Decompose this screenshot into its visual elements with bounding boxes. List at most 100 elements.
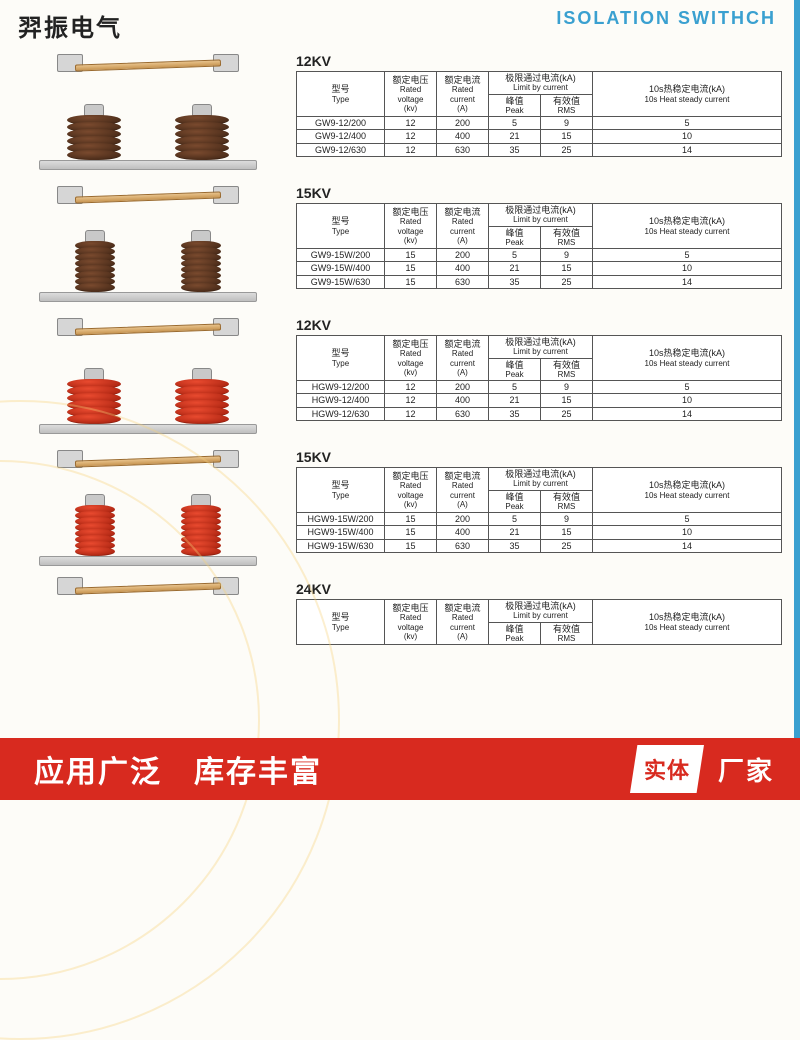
insulator-left: [75, 230, 115, 292]
spec-section: 12KV 型号Type 额定电压Rated voltage(kv) 额定电流Ra…: [18, 49, 782, 179]
table-row: HGW9-15W/630 15 630 35 25 14: [297, 539, 782, 552]
col-limit: 极限通过电流(kA)Limit by current: [489, 72, 593, 95]
cell-peak: 35: [489, 539, 541, 552]
insulator-left: [75, 494, 115, 556]
cell-a: 200: [437, 381, 489, 394]
insulator-disc: [67, 150, 121, 160]
insulator-left: [67, 104, 121, 160]
cell-rms: 15: [541, 262, 593, 275]
col-limit: 极限通过电流(kA)Limit by current: [489, 468, 593, 491]
cell-heat: 14: [593, 407, 782, 420]
table-row: HGW9-12/400 12 400 21 15 10: [297, 394, 782, 407]
voltage-class-title: 12KV: [296, 317, 782, 333]
insulator-right: [175, 368, 229, 424]
col-voltage: 额定电压Rated voltage(kv): [385, 600, 437, 645]
cell-a: 200: [437, 513, 489, 526]
cell-peak: 5: [489, 117, 541, 130]
voltage-class-title: 15KV: [296, 185, 782, 201]
category-title-en: ISOLATION SWITHCH: [556, 8, 782, 29]
cell-model: GW9-12/630: [297, 143, 385, 156]
brand-title-cn: 羿振电气: [18, 8, 122, 43]
bus-bar: [75, 582, 221, 594]
cell-heat: 10: [593, 262, 782, 275]
cell-model: HGW9-12/200: [297, 381, 385, 394]
cell-model: HGW9-12/400: [297, 394, 385, 407]
promo-badge-group: 实体 厂家: [630, 745, 774, 793]
col-rms: 有效值RMS: [541, 226, 593, 249]
col-heat: 10s热稳定电流(kA)10s Heat steady current: [593, 468, 782, 513]
cell-model: GW9-12/200: [297, 117, 385, 130]
cell-peak: 21: [489, 526, 541, 539]
insulator-left: [67, 368, 121, 424]
table-row: HGW9-15W/200 15 200 5 9 5: [297, 513, 782, 526]
col-voltage: 额定电压Rated voltage(kv): [385, 204, 437, 249]
col-model: 型号Type: [297, 600, 385, 645]
cell-peak: 5: [489, 249, 541, 262]
table-row: GW9-12/200 12 200 5 9 5: [297, 117, 782, 130]
col-peak: 峰值Peak: [489, 94, 541, 117]
col-peak: 峰值Peak: [489, 226, 541, 249]
col-limit: 极限通过电流(kA)Limit by current: [489, 600, 593, 623]
col-model: 型号Type: [297, 336, 385, 381]
product-image-col: [18, 445, 278, 575]
product-data-col: 12KV 型号Type 额定电压Rated voltage(kv) 额定电流Ra…: [296, 313, 782, 421]
cell-peak: 35: [489, 407, 541, 420]
cell-model: GW9-12/400: [297, 130, 385, 143]
cell-heat: 5: [593, 249, 782, 262]
table-header-row: 型号Type 额定电压Rated voltage(kv) 额定电流Rated c…: [297, 204, 782, 227]
base-plate: [39, 424, 257, 434]
promo-slogan: 应用广泛 库存丰富: [34, 747, 322, 791]
insulator-disc: [181, 547, 221, 556]
cell-heat: 10: [593, 130, 782, 143]
insulator-disc: [175, 150, 229, 160]
cell-model: HGW9-15W/630: [297, 539, 385, 552]
spec-table: 型号Type 额定电压Rated voltage(kv) 额定电流Rated c…: [296, 467, 782, 553]
cell-rms: 25: [541, 275, 593, 288]
product-image-col: [18, 181, 278, 311]
cell-heat: 5: [593, 117, 782, 130]
table-row: HGW9-12/200 12 200 5 9 5: [297, 381, 782, 394]
product-image-col: [18, 577, 278, 637]
cell-kv: 12: [385, 117, 437, 130]
cell-a: 200: [437, 249, 489, 262]
table-row: HGW9-15W/400 15 400 21 15 10: [297, 526, 782, 539]
spec-sections: 12KV 型号Type 额定电压Rated voltage(kv) 额定电流Ra…: [18, 49, 782, 645]
catalog-page: 羿振电气 ISOLATION SWITHCH 12KV 型号Type 额定电压R…: [0, 0, 800, 800]
cell-heat: 5: [593, 381, 782, 394]
cell-peak: 5: [489, 381, 541, 394]
base-plate: [39, 160, 257, 170]
promo-banner: 应用广泛 库存丰富 实体 厂家: [0, 738, 800, 800]
spec-section: 15KV 型号Type 额定电压Rated voltage(kv) 额定电流Ra…: [18, 445, 782, 575]
cell-kv: 15: [385, 539, 437, 552]
cell-rms: 25: [541, 143, 593, 156]
col-heat: 10s热稳定电流(kA)10s Heat steady current: [593, 204, 782, 249]
col-current: 额定电流Rated current(A): [437, 72, 489, 117]
cell-model: GW9-15W/400: [297, 262, 385, 275]
cell-peak: 21: [489, 262, 541, 275]
isolation-switch-illustration: [33, 318, 263, 438]
cell-a: 400: [437, 394, 489, 407]
cell-kv: 15: [385, 275, 437, 288]
col-voltage: 额定电压Rated voltage(kv): [385, 72, 437, 117]
table-row: HGW9-12/630 12 630 35 25 14: [297, 407, 782, 420]
cell-peak: 21: [489, 130, 541, 143]
col-current: 额定电流Rated current(A): [437, 336, 489, 381]
base-plate: [39, 556, 257, 566]
cell-rms: 25: [541, 539, 593, 552]
col-model: 型号Type: [297, 72, 385, 117]
table-header-row: 型号Type 额定电压Rated voltage(kv) 额定电流Rated c…: [297, 72, 782, 95]
bus-bar: [75, 455, 221, 467]
insulator-right: [181, 494, 221, 556]
col-rms: 有效值RMS: [541, 358, 593, 381]
product-data-col: 15KV 型号Type 额定电压Rated voltage(kv) 额定电流Ra…: [296, 181, 782, 289]
spec-table: 型号Type 额定电压Rated voltage(kv) 额定电流Rated c…: [296, 599, 782, 645]
cell-rms: 9: [541, 117, 593, 130]
insulator-disc: [67, 414, 121, 424]
cell-rms: 25: [541, 407, 593, 420]
cell-a: 400: [437, 262, 489, 275]
col-voltage: 额定电压Rated voltage(kv): [385, 336, 437, 381]
accent-side-bar: [794, 0, 800, 740]
cell-model: HGW9-12/630: [297, 407, 385, 420]
cell-kv: 12: [385, 143, 437, 156]
voltage-class-title: 12KV: [296, 53, 782, 69]
